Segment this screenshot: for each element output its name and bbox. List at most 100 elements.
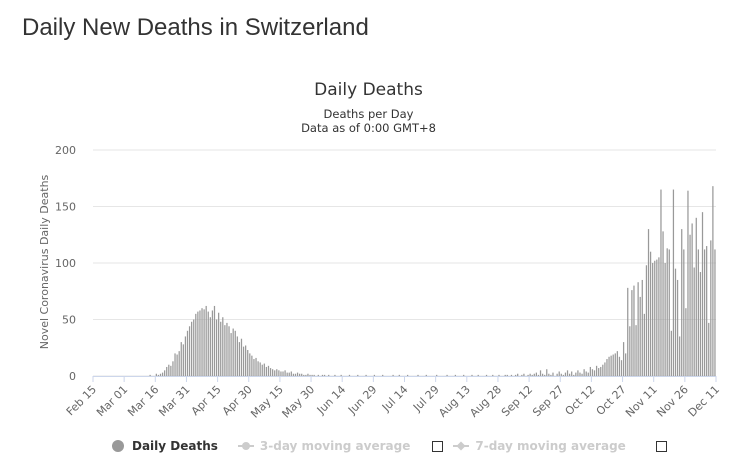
bar[interactable] [436,374,438,376]
bar[interactable] [234,330,236,376]
bar[interactable] [660,189,662,376]
bar[interactable] [544,374,546,376]
bar[interactable] [184,336,187,376]
bar[interactable] [247,350,249,376]
bar[interactable] [598,368,600,376]
bar[interactable] [631,290,633,376]
bar[interactable] [625,353,627,376]
bar[interactable] [571,371,573,376]
bar[interactable] [155,373,157,376]
bar[interactable] [583,369,585,376]
bar[interactable] [548,373,550,376]
bar[interactable] [471,374,473,376]
bar[interactable] [558,371,560,376]
bar[interactable] [685,308,687,376]
bar[interactable] [203,309,205,376]
bar[interactable] [527,374,529,376]
bar[interactable] [676,279,679,376]
bar[interactable] [303,374,305,376]
bar[interactable] [265,366,268,376]
bar[interactable] [207,311,209,376]
bar[interactable] [213,305,216,376]
bar[interactable] [706,246,708,376]
bar[interactable] [608,356,610,376]
bar[interactable] [687,190,689,376]
bar[interactable] [259,362,261,376]
bar[interactable] [575,372,577,376]
bar[interactable] [533,373,535,376]
bar[interactable] [373,374,376,376]
bar[interactable] [301,373,303,376]
bar[interactable] [276,369,278,376]
bar[interactable] [406,374,409,376]
bar[interactable] [269,368,272,376]
bar[interactable] [240,338,243,376]
bar[interactable] [606,359,608,376]
bar[interactable] [714,249,716,376]
bar[interactable] [249,353,251,376]
bar[interactable] [272,369,274,376]
bar[interactable] [674,268,677,376]
bar[interactable] [284,370,286,376]
bar[interactable] [157,374,160,376]
bar[interactable] [485,374,488,376]
bar[interactable] [523,373,525,376]
bar[interactable] [149,374,151,376]
bar[interactable] [180,342,182,376]
bar[interactable] [392,374,394,376]
bar[interactable] [498,374,500,376]
bar[interactable] [681,229,683,376]
checkbox-7-day-average[interactable] [655,440,667,452]
bar[interactable] [191,321,193,376]
bar[interactable] [245,345,247,376]
bar[interactable] [656,259,658,376]
bar[interactable] [610,355,612,376]
bar[interactable] [195,313,197,376]
bar[interactable] [622,342,625,376]
bar[interactable] [446,374,448,376]
bar[interactable] [311,374,313,376]
bar[interactable] [278,370,280,376]
bar[interactable] [238,342,241,376]
bar[interactable] [242,346,245,376]
bar[interactable] [633,285,635,376]
bar[interactable] [587,372,589,376]
bar[interactable] [695,217,697,376]
bar[interactable] [629,326,631,376]
bar[interactable] [348,374,351,376]
bar[interactable] [222,317,224,376]
checkbox-3-day-average[interactable] [432,440,444,452]
bar[interactable] [357,374,359,376]
bar[interactable] [577,370,579,376]
bar[interactable] [645,265,648,376]
bar[interactable] [321,374,324,376]
bar[interactable] [654,260,656,376]
bar[interactable] [170,365,172,376]
bar[interactable] [514,374,517,376]
bar[interactable] [581,373,583,376]
bar[interactable] [612,354,614,376]
bar[interactable] [537,374,540,376]
bar[interactable] [568,373,571,376]
bar[interactable] [649,251,652,376]
bar[interactable] [340,374,342,376]
bar[interactable] [710,240,712,376]
bar[interactable] [201,308,203,376]
bar[interactable] [600,366,602,376]
bar[interactable] [215,319,218,377]
bar[interactable] [323,374,326,376]
bar[interactable] [689,234,691,376]
bar[interactable] [477,374,479,376]
bar[interactable] [521,374,523,376]
bar[interactable] [224,325,226,376]
bar[interactable] [228,326,230,376]
bar[interactable] [292,373,295,376]
legend-item-7-day-average[interactable]: 7-day moving average [453,439,626,453]
bar[interactable] [604,362,606,376]
bar[interactable] [679,336,681,376]
legend-item-daily-deaths[interactable]: Daily Deaths [112,439,218,453]
bar[interactable] [309,374,311,376]
bar[interactable] [670,330,672,376]
bar[interactable] [209,317,211,376]
bar[interactable] [220,321,222,376]
